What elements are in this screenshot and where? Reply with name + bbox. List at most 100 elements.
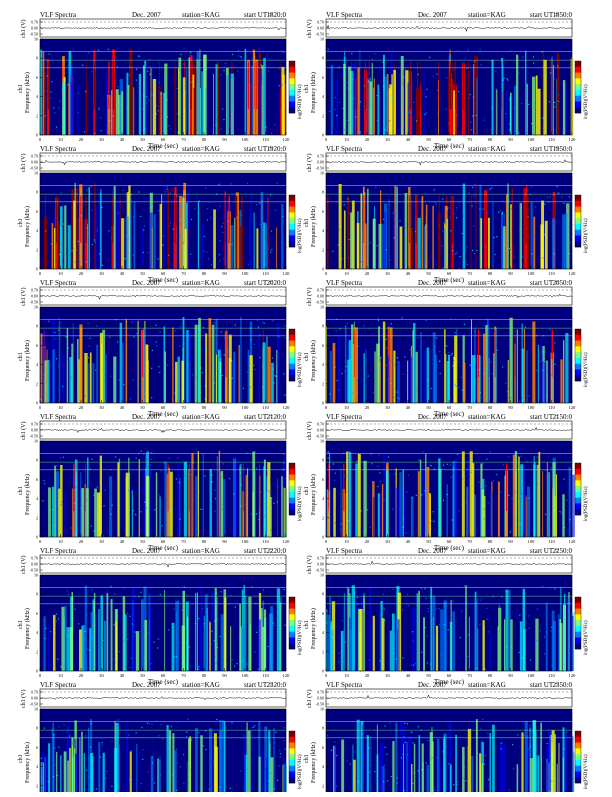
sferic-strip [374, 351, 375, 403]
speckle [219, 535, 220, 536]
speckle [56, 614, 57, 615]
speckle [360, 101, 361, 102]
speckle [351, 53, 352, 54]
freq-tick-label: 4 [322, 94, 324, 99]
speckle [277, 626, 278, 627]
speckle [87, 228, 88, 229]
colorbar-segment [289, 643, 295, 649]
speckle [146, 102, 147, 103]
colorbar-label: log(PSD)(V²/Hz) [583, 352, 589, 387]
speckle [405, 742, 406, 743]
sferic-strip [563, 340, 564, 403]
speckle [451, 477, 452, 478]
sferic-core [86, 62, 87, 110]
speckle [333, 463, 334, 464]
sferic-strip [525, 721, 528, 792]
speckle [390, 383, 391, 384]
speckle [150, 207, 151, 208]
speckle [559, 511, 560, 512]
speckle [158, 735, 159, 736]
colorbar-label: log(PSD)(V²/Hz) [297, 352, 303, 387]
speckle [91, 210, 92, 211]
speckle [254, 369, 255, 370]
speckle [85, 91, 86, 92]
speckle [413, 102, 414, 103]
speckle [250, 339, 251, 340]
freq-axis-label-line1: ch1 [304, 620, 310, 629]
speckle [520, 456, 521, 457]
speckle [144, 77, 145, 78]
sferic-strip [60, 755, 61, 792]
channel-axis-label: ch1 (V) [306, 556, 313, 575]
speckle [251, 513, 252, 514]
sferic-strip [331, 65, 333, 135]
speckle [376, 245, 377, 246]
sferic-strip [170, 472, 173, 537]
sferic-strip [213, 209, 216, 269]
speckle [92, 244, 93, 245]
sferic-strip [531, 201, 533, 269]
panel-date: Dec. 2007 [132, 145, 161, 153]
speckle [392, 633, 393, 634]
speckle [167, 99, 168, 100]
speckle [271, 231, 272, 232]
speckle [527, 132, 528, 133]
speckle [434, 521, 435, 522]
speckle [450, 63, 451, 64]
speckle [42, 500, 43, 501]
speckle [564, 656, 565, 657]
speckle [346, 87, 347, 88]
sferic-strip [103, 753, 105, 792]
sferic-strip [72, 746, 73, 793]
speckle [274, 743, 275, 744]
sferic-strip [517, 330, 518, 404]
sferic-strip [121, 91, 123, 135]
speckle [118, 86, 119, 87]
freq-tick-label: 2 [322, 649, 324, 654]
colorbar-segment [289, 475, 295, 481]
speckle [454, 511, 455, 512]
speckle [144, 226, 145, 227]
freq-axis-label-line1: ch1 [18, 620, 24, 629]
speckle [192, 374, 193, 375]
speckle [262, 652, 263, 653]
freq-tick-label: 10 [34, 305, 38, 310]
sferic-strip [60, 465, 63, 537]
panel-title: VLF Spectra [40, 681, 77, 689]
speckle [457, 361, 458, 362]
freq-tick-label: 10 [320, 37, 324, 42]
colorbar-segment [289, 218, 295, 224]
speckle [342, 620, 343, 621]
speckle [186, 595, 187, 596]
speckle [527, 228, 528, 229]
sferic-strip [475, 600, 478, 671]
speckle [90, 186, 91, 187]
speckle [180, 766, 181, 767]
time-tick-label: 40 [120, 137, 125, 142]
speckle [399, 220, 400, 221]
sferic-strip [77, 339, 79, 403]
sferic-strip [105, 354, 107, 403]
speckle [86, 500, 87, 501]
time-tick-label: 70 [467, 405, 472, 410]
speckle [239, 370, 240, 371]
speckle [262, 322, 263, 323]
speckle [480, 249, 481, 250]
sferic-core [77, 196, 78, 244]
speckle [189, 470, 190, 471]
speckle [177, 763, 178, 764]
colorbar-segment [289, 632, 295, 638]
time-tick-label: 90 [508, 673, 513, 678]
sferic-strip [264, 610, 266, 672]
colorbar-segment [575, 737, 581, 743]
freq-tick-label: 2 [36, 783, 38, 788]
time-tick-label: 70 [181, 539, 186, 544]
speckle [533, 56, 534, 57]
speckle [138, 388, 139, 389]
speckle [162, 525, 163, 526]
sferic-strip [440, 761, 441, 792]
speckle [404, 723, 405, 724]
speckle [347, 536, 348, 537]
sferic-strip [159, 496, 160, 537]
speckle [284, 454, 285, 455]
